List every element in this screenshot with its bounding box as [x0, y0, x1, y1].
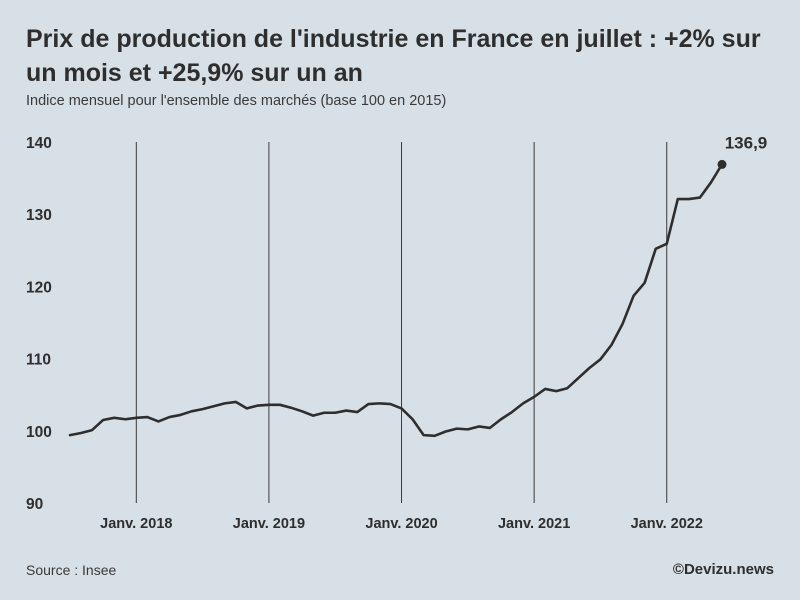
x-tick-label: Janv. 2018	[100, 516, 172, 532]
x-tick-label: Janv. 2020	[365, 516, 437, 532]
last-value-label: 136,9	[725, 133, 768, 152]
y-tick-label: 140	[26, 135, 52, 152]
source-note: Source : Insee	[26, 562, 117, 578]
series-line	[68, 163, 724, 438]
chart-subtitle: Indice mensuel pour l'ensemble des march…	[26, 93, 447, 109]
x-tick-label: Janv. 2021	[498, 516, 570, 532]
y-tick-label: 120	[26, 279, 52, 296]
x-tick-label: Janv. 2022	[631, 516, 703, 532]
chart-title: Prix de production de l'industrie en Fra…	[26, 25, 761, 87]
y-tick-label: 110	[26, 352, 51, 369]
y-tick-label: 100	[26, 424, 52, 441]
y-tick-label: 130	[26, 207, 52, 224]
last-data-point	[717, 159, 727, 169]
y-tick-label: 90	[26, 496, 43, 513]
credit: ©Devizu.news	[672, 561, 774, 578]
x-tick-label: Janv. 2019	[233, 516, 305, 532]
